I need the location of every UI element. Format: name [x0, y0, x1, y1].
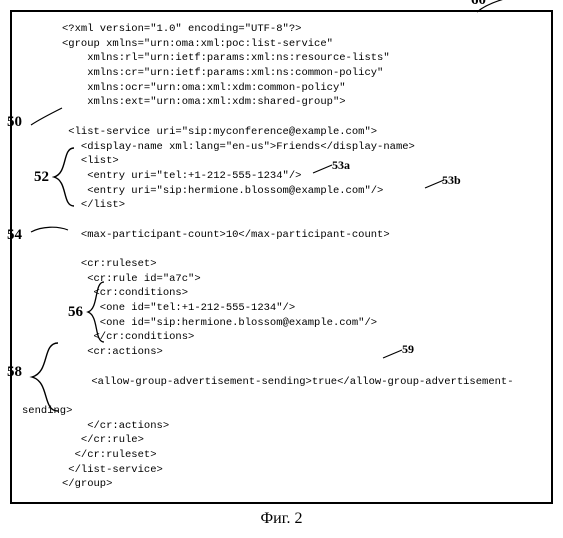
xml-line: <entry uri="sip:hermione.blossom@example… — [62, 184, 541, 199]
xml-line: xmlns:cr="urn:ietf:params:xml:ns:common-… — [62, 66, 541, 81]
xml-line: <group xmlns="urn:oma:xml:poc:list-servi… — [62, 37, 541, 52]
xml-line: <?xml version="1.0" encoding="UTF-8"?> — [62, 22, 541, 37]
leader-60 — [476, 0, 506, 16]
xml-line: xmlns:ocr="urn:oma:xml:xdm:common-policy… — [62, 81, 541, 96]
xml-line: xmlns:ext="urn:oma:xml:xdm:shared-group"… — [62, 95, 541, 110]
leader-59 — [382, 348, 404, 360]
callout-52: 52 — [34, 167, 49, 188]
xml-line: </list-service> — [62, 463, 541, 478]
callout-50: 50 — [7, 112, 22, 133]
callout-54: 54 — [7, 225, 22, 246]
xml-line: <cr:actions> — [62, 345, 541, 360]
xml-text: <allow-group-advertisement-sending> — [47, 376, 312, 388]
xml-line: <display-name xml:lang="en-us">Friends</… — [62, 140, 541, 155]
leader-53a — [312, 163, 334, 175]
xml-line: <max-participant-count>10</max-participa… — [62, 228, 541, 243]
xml-line: <cr:conditions> — [62, 286, 541, 301]
xml-line — [62, 242, 541, 257]
figure-caption: Фиг. 2 — [10, 510, 553, 528]
xml-line: sending> — [22, 404, 541, 419]
xml-line: <one id="tel:+1-212-555-1234"/> — [62, 301, 541, 316]
xml-text: </allow-group-advertisement- — [337, 376, 513, 388]
xml-line: </cr:ruleset> — [62, 448, 541, 463]
brace-52 — [52, 147, 78, 207]
xml-line: <entry uri="tel:+1-212-555-1234"/> — [62, 169, 541, 184]
xml-line — [62, 213, 541, 228]
xml-line: <allow-group-advertisement-sending>true<… — [22, 360, 541, 404]
brace-58 — [26, 342, 66, 412]
callout-58: 58 — [7, 362, 22, 383]
xml-line: </cr:actions> — [62, 419, 541, 434]
leader-50 — [30, 107, 64, 137]
xml-line: <list-service uri="sip:myconference@exam… — [62, 125, 541, 140]
xml-frame: 60 50 54 58 52 56 53a 53b 59 <?xml versi… — [10, 10, 553, 504]
xml-line: </list> — [62, 198, 541, 213]
xml-line: <one id="sip:hermione.blossom@example.co… — [62, 316, 541, 331]
leader-53b — [424, 178, 446, 190]
xml-line: </group> — [62, 477, 541, 492]
xml-line: </cr:conditions> — [62, 330, 541, 345]
xml-line: <cr:rule id="a7c"> — [62, 272, 541, 287]
brace-56 — [86, 281, 108, 343]
xml-line: xmlns:rl="urn:ietf:params:xml:ns:resourc… — [62, 51, 541, 66]
leader-54 — [30, 224, 70, 240]
callout-56: 56 — [68, 302, 83, 323]
callout-53a: 53a — [332, 157, 350, 174]
xml-line: <list> — [62, 154, 541, 169]
xml-line — [62, 110, 541, 125]
xml-text: true — [312, 376, 337, 388]
xml-line: <cr:ruleset> — [62, 257, 541, 272]
xml-line: </cr:rule> — [62, 433, 541, 448]
